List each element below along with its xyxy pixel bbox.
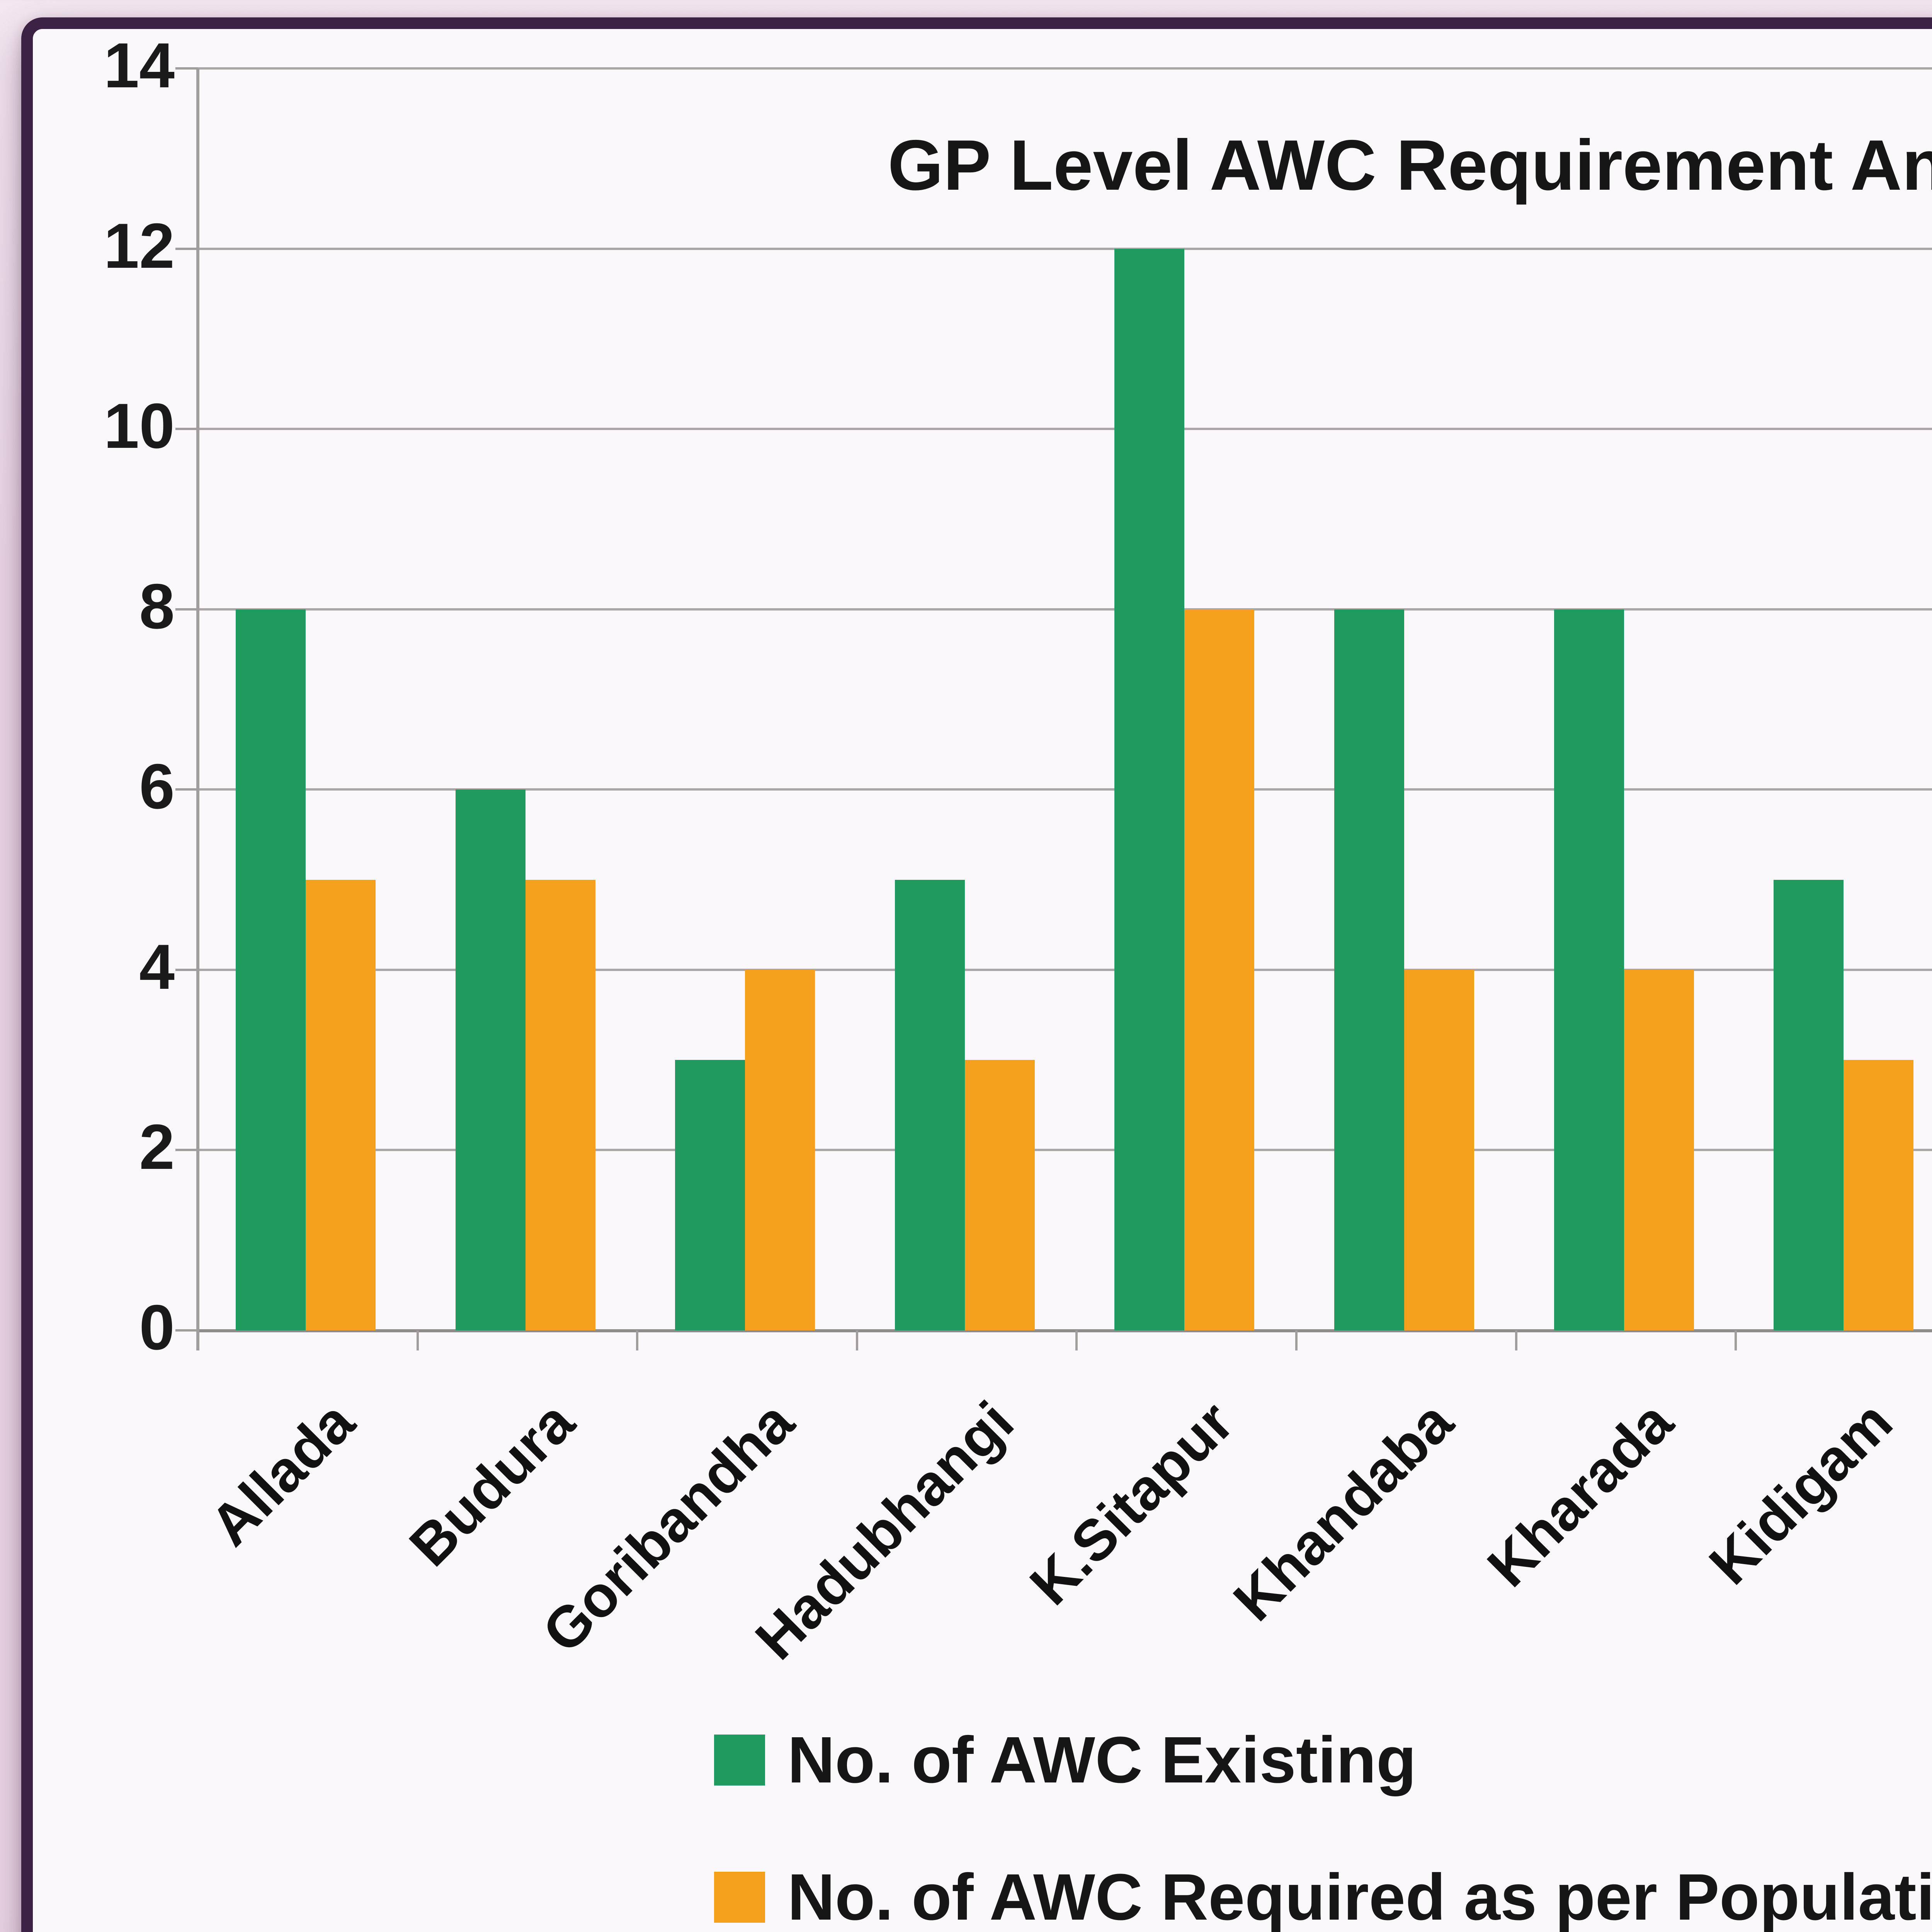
chart-title: GP Level AWC Requirement Analysis xyxy=(888,126,1932,205)
bar-required-allada xyxy=(306,879,376,1330)
bar-required-khandaba xyxy=(1404,969,1474,1330)
legend-item: No. of AWC Existing xyxy=(714,1727,1932,1793)
y-tick-label: 6 xyxy=(139,751,175,822)
gridline-y14 xyxy=(198,67,1932,70)
y-tick-label: 0 xyxy=(139,1292,175,1363)
y-tick-label: 4 xyxy=(139,931,175,1002)
bar-required-hadubhangi xyxy=(964,1060,1035,1330)
y-tick-label: 14 xyxy=(104,30,175,101)
y-axis-tick xyxy=(175,608,198,611)
gridline-y12 xyxy=(198,247,1932,250)
gridline-y2 xyxy=(198,1149,1932,1151)
bar-required-kharada xyxy=(1624,969,1694,1330)
gridline-y4 xyxy=(198,968,1932,971)
x-axis-tick xyxy=(1735,1330,1737,1350)
bar-existing-kharada xyxy=(1554,609,1624,1330)
y-axis-tick xyxy=(175,788,198,791)
bar-existing-k.sitapur xyxy=(1114,248,1185,1330)
y-tick-label: 8 xyxy=(139,570,175,642)
x-axis-tick xyxy=(855,1330,858,1350)
y-axis-line xyxy=(196,68,199,1350)
plot-area: 0 2 4 6 8 10 12 14 Allada Budura Goribandha Hadubha… xyxy=(33,29,1932,1932)
gridline-y10 xyxy=(198,428,1932,430)
x-axis-tick xyxy=(1075,1330,1078,1350)
y-axis-tick xyxy=(175,1149,198,1151)
chart-panel: GP Level AWC Requirement Analysis 0 2 4 6 8 1… xyxy=(21,17,1932,1932)
x-axis-tick xyxy=(416,1330,419,1350)
legend-label: No. of AWC Required as per Population xyxy=(787,1861,1932,1932)
x-axis-tick xyxy=(1515,1330,1517,1350)
bar-existing-hadubhangi xyxy=(895,879,965,1330)
bar-existing-allada xyxy=(236,609,306,1330)
gridline-y0 xyxy=(198,1329,1932,1332)
y-axis-tick xyxy=(175,1329,198,1332)
y-axis-tick xyxy=(175,247,198,250)
legend-swatch-orange xyxy=(714,1872,765,1923)
gridline-y6 xyxy=(198,788,1932,791)
y-axis-tick xyxy=(175,428,198,430)
y-axis-tick xyxy=(175,67,198,70)
bar-existing-budura xyxy=(455,789,526,1330)
x-axis-tick xyxy=(197,1330,199,1350)
bar-required-k.sitapur xyxy=(1184,609,1255,1330)
legend-label: No. of AWC Existing xyxy=(787,1723,1417,1797)
bar-existing-khandaba xyxy=(1334,609,1404,1330)
bar-existing-goribandha xyxy=(675,1060,745,1330)
bar-existing-kidigam xyxy=(1774,879,1844,1330)
legend-swatch-green xyxy=(714,1735,765,1786)
x-axis-tick xyxy=(636,1330,639,1350)
legend-item: No. of AWC Required as per Population xyxy=(714,1864,1932,1930)
legend: No. of AWC Existing No. of AWC Required a… xyxy=(714,1727,1932,1932)
bar-required-goribandha xyxy=(745,969,815,1330)
gridline-y8 xyxy=(198,608,1932,611)
y-axis-tick xyxy=(175,968,198,971)
y-tick-label: 12 xyxy=(104,210,175,281)
y-tick-label: 10 xyxy=(104,390,175,462)
bar-required-budura xyxy=(525,879,595,1330)
y-tick-label: 2 xyxy=(139,1111,175,1183)
x-axis-tick xyxy=(1295,1330,1298,1350)
bar-required-kidigam xyxy=(1844,1060,1914,1330)
